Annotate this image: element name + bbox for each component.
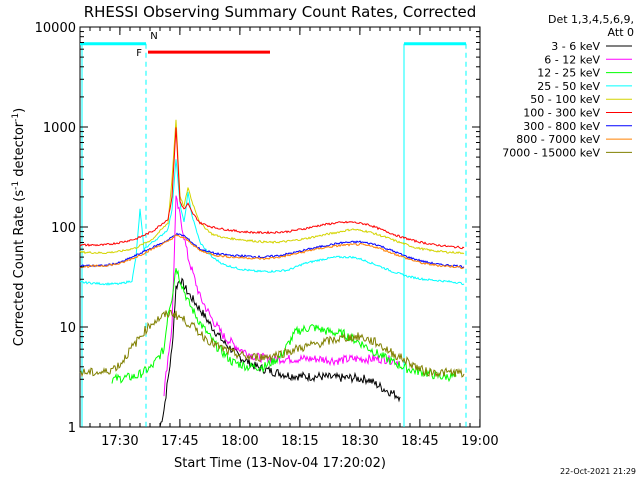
series-line-8 <box>79 234 464 270</box>
series-line-1 <box>159 277 401 428</box>
series-line-7 <box>79 232 465 269</box>
x-tick-label: 18:30 <box>341 434 378 449</box>
series-line-2 <box>163 195 401 397</box>
x-tick-label: 18:45 <box>401 434 438 449</box>
legend-label-3: 12 - 25 keV <box>537 67 600 80</box>
legend-label-2: 6 - 12 keV <box>544 53 600 66</box>
y-tick-label: 10 <box>59 321 76 336</box>
night-flag-label: N <box>150 31 157 42</box>
x-axis-label: Start Time (13-Nov-04 17:20:02) <box>174 456 386 471</box>
plot-frame <box>79 26 481 428</box>
flare-flag-label: F <box>136 48 142 59</box>
legend-label-7: 300 - 800 keV <box>523 120 600 133</box>
series-group <box>79 119 465 428</box>
x-tick-label: 19:00 <box>461 434 498 449</box>
y-tick-label: 100 <box>51 221 76 236</box>
legend-label-6: 100 - 300 keV <box>523 107 600 120</box>
x-tick-label: 18:00 <box>221 434 258 449</box>
x-tick-label: 17:45 <box>161 434 198 449</box>
x-tick-label: 17:30 <box>101 434 138 449</box>
chart-title: RHESSI Observing Summary Count Rates, Co… <box>84 3 477 21</box>
legend-title-2: Att 0 <box>608 26 634 39</box>
x-axis: 17:30 17:45 18:00 18:15 18:30 18:45 19:00 <box>79 27 499 449</box>
legend-title-1: Det 1,3,4,5,6,9, <box>548 13 634 26</box>
y-tick-label: 1 <box>68 421 76 436</box>
orbit-overlay: FN <box>80 31 467 427</box>
legend-label-9: 7000 - 15000 keV <box>502 146 600 159</box>
series-line-6 <box>79 127 465 250</box>
legend-label-4: 25 - 50 keV <box>537 80 600 93</box>
legend-label-1: 3 - 6 keV <box>551 40 600 53</box>
y-axis-label: Corrected Count Rate (s-1 detector-1) <box>11 108 27 346</box>
x-tick-label: 18:15 <box>281 434 318 449</box>
y-tick-label: 10000 <box>35 21 76 36</box>
y-tick-label: 1000 <box>43 121 76 136</box>
series-line-4 <box>80 159 465 286</box>
legend-label-8: 800 - 7000 keV <box>516 133 600 146</box>
series-line-5 <box>79 119 465 255</box>
series-line-9 <box>79 309 465 379</box>
series-line-3 <box>111 268 457 384</box>
y-axis: 1 10 100 1000 10000 <box>35 21 480 436</box>
timestamp: 22-Oct-2021 21:29 <box>560 467 636 476</box>
legend-label-5: 50 - 100 keV <box>530 93 600 106</box>
